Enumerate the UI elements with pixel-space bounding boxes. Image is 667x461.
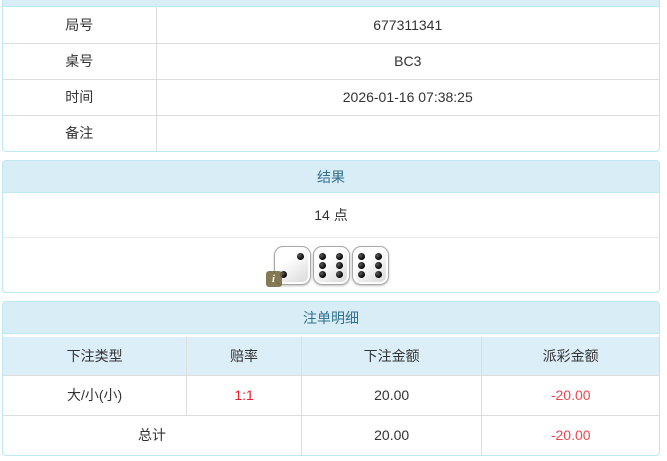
die-pip	[280, 270, 288, 278]
die-pip	[319, 261, 327, 269]
result-panel-title: 结果	[3, 161, 659, 193]
bets-panel: 注单明细 下注类型 赔率 下注金额 派彩金额 大/小(小) 1:1 20.00 …	[2, 301, 660, 456]
game-info-table: 局号 677311341 桌号 BC3 时间 2026-01-16 07:38:…	[3, 7, 659, 151]
bets-table: 下注类型 赔率 下注金额 派彩金额 大/小(小) 1:1 20.00 -20.0…	[3, 337, 659, 455]
info-value-remark	[156, 114, 659, 151]
info-row-game-id: 局号 677311341	[3, 7, 659, 43]
die-pip	[319, 270, 327, 278]
info-label-game-id: 局号	[3, 7, 157, 43]
image-info-badge-icon[interactable]: i	[265, 270, 282, 287]
info-value-table-id: BC3	[156, 42, 659, 79]
die-pip	[358, 261, 366, 269]
info-label-time: 时间	[3, 78, 157, 115]
col-header-bet-type: 下注类型	[3, 337, 187, 376]
info-value-game-id: 677311341	[373, 16, 443, 33]
total-bet-amount-cell: 20.00	[300, 414, 482, 455]
die-pip	[358, 270, 366, 278]
die-pip	[374, 252, 382, 260]
col-header-bet-amount: 下注金额	[300, 337, 482, 376]
die-pip	[319, 252, 327, 260]
game-info-panel: 局号 677311341 桌号 BC3 时间 2026-01-16 07:38:…	[2, 0, 660, 152]
die-6-icon	[312, 245, 350, 285]
die-2-icon: i	[265, 245, 311, 287]
result-panel: 结果 14 点 i	[2, 160, 660, 293]
die-pip	[358, 252, 366, 260]
col-header-payout: 派彩金额	[481, 337, 659, 376]
die-pip	[374, 270, 382, 278]
bets-panel-title: 注单明细	[3, 302, 659, 334]
info-row-table-id: 桌号 BC3	[3, 42, 659, 79]
die-pip	[296, 252, 304, 260]
dice-row: i	[3, 238, 659, 292]
die-pip	[335, 261, 343, 269]
bet-amount-cell: 20.00	[300, 375, 482, 415]
info-value-time: 2026-01-16 07:38:25	[156, 78, 659, 115]
info-row-remark: 备注	[3, 114, 659, 151]
total-label-cell: 总计	[3, 414, 302, 455]
die-pip	[374, 261, 382, 269]
bets-header-row: 下注类型 赔率 下注金额 派彩金额	[3, 337, 659, 376]
info-row-time: 时间 2026-01-16 07:38:25	[3, 78, 659, 115]
bet-row: 大/小(小) 1:1 20.00 -20.00	[3, 375, 659, 415]
col-header-odds: 赔率	[186, 337, 302, 376]
total-row: 总计 20.00 -20.00	[3, 414, 659, 455]
total-payout-cell: -20.00	[481, 414, 659, 455]
page-container: 局号 677311341 桌号 BC3 时间 2026-01-16 07:38:…	[2, 0, 660, 456]
info-label-table-id: 桌号	[3, 42, 157, 79]
result-points: 14 点	[3, 193, 659, 238]
die-pip	[335, 252, 343, 260]
die-pip	[335, 270, 343, 278]
game-info-panel-heading	[3, 0, 659, 7]
odds-cell: 1:1	[186, 375, 302, 415]
info-label-remark: 备注	[3, 114, 157, 151]
payout-cell: -20.00	[481, 375, 659, 415]
die-6-icon	[351, 245, 389, 285]
bet-type-cell: 大/小(小)	[66, 387, 123, 403]
